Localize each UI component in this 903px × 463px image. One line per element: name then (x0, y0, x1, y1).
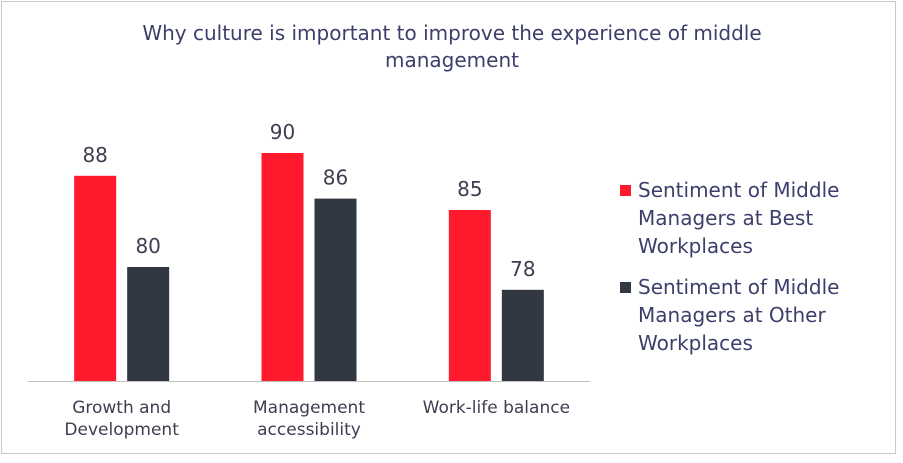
bar (501, 289, 544, 381)
value-label: 80 (135, 234, 160, 258)
value-label: 78 (510, 257, 535, 281)
bar (261, 153, 304, 381)
value-label: 88 (82, 143, 107, 167)
bar (314, 198, 357, 381)
bar (448, 210, 491, 381)
legend-swatch (620, 185, 631, 196)
frame (1, 1, 896, 454)
value-label: 85 (457, 177, 482, 201)
legend-entry: Sentiment of Middle Managers at Other Wo… (620, 273, 880, 357)
bar (74, 175, 117, 381)
value-label: 86 (323, 166, 348, 190)
x-tick-label: Work-life balance (422, 398, 571, 418)
bar (127, 267, 170, 381)
value-label: 90 (270, 120, 295, 144)
legend-swatch (620, 282, 631, 293)
x-tick-label: Growth and Development (64, 398, 179, 440)
legend-label: Sentiment of Middle Managers at Best Wor… (638, 178, 840, 258)
legend-entry: Sentiment of Middle Managers at Best Wor… (620, 176, 880, 260)
x-tick-label: Management accessibility (253, 398, 365, 440)
chart-title: Why culture is important to improve the … (142, 21, 762, 72)
legend-label: Sentiment of Middle Managers at Other Wo… (638, 275, 840, 355)
